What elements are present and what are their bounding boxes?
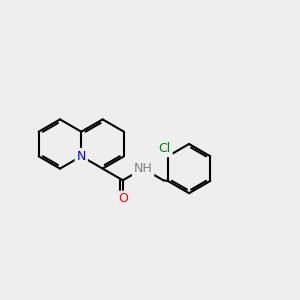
Text: N: N [76, 150, 86, 163]
Text: Cl: Cl [159, 142, 171, 155]
Text: NH: NH [134, 162, 152, 175]
Text: O: O [118, 193, 128, 206]
